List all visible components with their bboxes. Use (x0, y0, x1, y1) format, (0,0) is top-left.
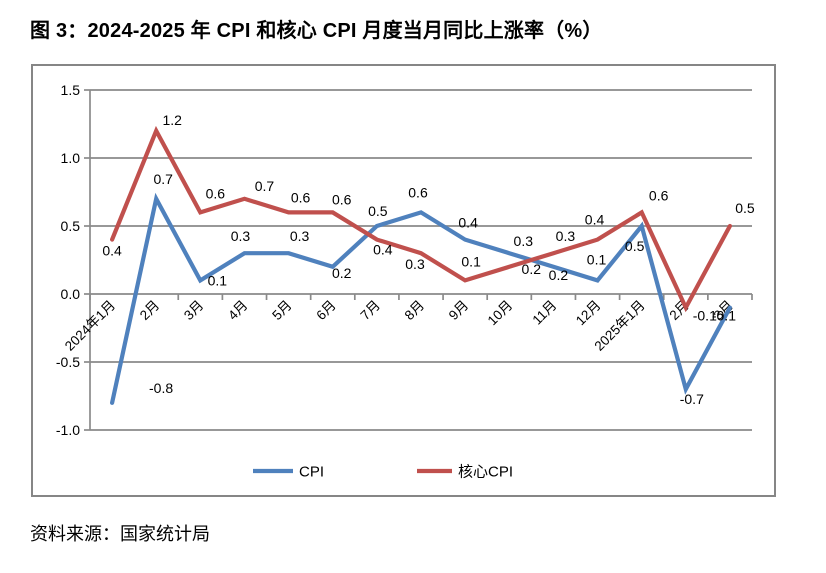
cpi-data-label: 0.3 (514, 233, 534, 249)
y-axis-tick-label: -0.5 (56, 354, 80, 370)
core-cpi-line (109, 125, 733, 313)
cpi-data-label: -0.1 (712, 308, 736, 324)
legend-cpi-label: CPI (299, 464, 324, 481)
cpi-data-label: 0.3 (231, 228, 251, 244)
x-axis-tick-label: 8月 (402, 298, 427, 323)
cpi-data-label: 0.6 (408, 184, 428, 200)
figure-title: 图 3：2024-2025 年 CPI 和核心 CPI 月度当月同比上涨率（%） (30, 20, 603, 42)
chart-frame: 1.5 1.0 0.5 0.0 -0.5 -1.0 2024年1月 2月 3月 4月 5月 6月 7月 8… (31, 64, 776, 497)
y-axis-tick-label: -1.0 (56, 422, 80, 438)
core-cpi-data-label: 0.3 (405, 256, 425, 272)
cpi-data-label: 0.5 (368, 203, 388, 219)
core-cpi-data-label: 0.4 (585, 212, 605, 228)
core-cpi-data-label: 0.4 (373, 242, 393, 258)
x-axis-tick-label: 5月 (269, 298, 294, 323)
cpi-data-label: 0.7 (153, 171, 173, 187)
x-axis-tick-label: 6月 (313, 298, 338, 323)
cpi-line (109, 192, 733, 405)
core-cpi-data-label: 0.6 (332, 191, 352, 207)
cpi-data-label: 0.5 (625, 238, 645, 254)
core-cpi-data-label: 0.7 (255, 178, 275, 194)
cpi-data-label: 0.2 (332, 265, 352, 281)
core-cpi-data-label: -0.1 (693, 308, 717, 324)
core-cpi-data-label: 0.5 (735, 200, 755, 216)
y-axis-tick-label: 0.5 (61, 218, 81, 234)
x-axis-tick-label: 10月 (485, 298, 516, 329)
x-axis-tick-label: 7月 (358, 298, 383, 323)
cpi-data-label: -0.7 (680, 391, 704, 407)
core-cpi-data-label: 1.2 (162, 112, 182, 128)
y-axis-tick-label: 1.5 (61, 82, 81, 98)
x-axis-tick-label: 2月 (137, 298, 162, 323)
x-axis-tick-label: 12月 (573, 298, 604, 329)
core-cpi-data-label: 0.4 (102, 243, 122, 259)
cpi-data-label: 0.1 (587, 251, 607, 267)
cpi-data-label: 0.3 (290, 228, 310, 244)
x-axis-tick-label: 11月 (529, 298, 559, 328)
core-cpi-data-label: 0.2 (522, 261, 542, 277)
core-cpi-data-label: 0.6 (291, 189, 311, 205)
cpi-data-label: 0.2 (549, 267, 569, 283)
core-cpi-data-label: 0.6 (206, 185, 226, 201)
core-cpi-data-label: 0.3 (556, 228, 576, 244)
cpi-data-label: -0.8 (149, 380, 173, 396)
cpi-data-label: 0.1 (208, 272, 228, 288)
x-axis-tick-label: 4月 (225, 298, 250, 323)
legend-core-cpi-label: 核心CPI (458, 464, 513, 481)
x-axis-tick-label: 9月 (446, 298, 471, 323)
y-axis-tick-label: 1.0 (61, 150, 81, 166)
core-cpi-data-label: 0.6 (649, 187, 669, 203)
source-note: 资料来源：国家统计局 (30, 524, 210, 544)
y-axis-tick-label: 0.0 (61, 286, 81, 302)
x-axis-tick-label: 3月 (181, 298, 206, 323)
cpi-data-label: 0.4 (458, 215, 478, 231)
core-cpi-data-label: 0.1 (461, 253, 481, 269)
